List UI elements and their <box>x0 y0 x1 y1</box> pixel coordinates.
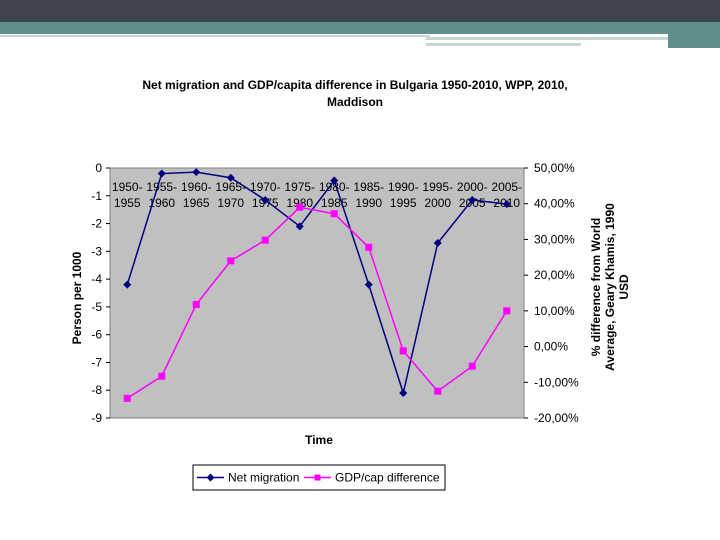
series-line-net-migration <box>126 171 507 396</box>
left-axis-tick-label: -9 <box>91 411 102 425</box>
data-point-gdp-cap-difference <box>434 387 442 395</box>
data-point-gdp-cap-difference <box>158 372 166 380</box>
x-category-label-line-1: 1965- <box>215 180 246 194</box>
right-axis-tick-label: 20,00% <box>534 268 575 282</box>
data-point-net-migration <box>433 239 442 247</box>
data-point-net-migration <box>226 173 235 182</box>
x-category-label-line-1: 1955- <box>146 180 177 194</box>
series-line-gdp-cap-difference <box>126 206 508 399</box>
data-point-net-migration <box>399 389 408 397</box>
data-point-net-migration <box>261 195 270 204</box>
legend-gdp-marker <box>314 474 321 481</box>
plot-background <box>109 167 525 419</box>
data-point-net-migration <box>123 280 132 289</box>
chart-title-line-1: Net migration and GDP/capita difference … <box>142 78 567 92</box>
data-point-gdp-cap-difference <box>399 347 407 355</box>
x-category-label-line-2: 1960 <box>148 196 175 210</box>
y-axis-right-label-line-2: Average, Geary Khamis, 1990 <box>603 203 617 371</box>
left-axis-tick-label: -6 <box>91 328 102 342</box>
data-point-gdp-cap-difference <box>330 210 338 218</box>
x-axis-categories: 1950- 1955 1955- 1960 1960- 1965 1965- 1970 1970… <box>112 180 522 210</box>
data-point-net-migration <box>192 168 201 177</box>
x-category-label-line-1: 2005- <box>491 180 522 194</box>
data-point-net-migration <box>157 169 166 178</box>
right-axis-tick-label: 10,00% <box>534 304 575 318</box>
left-axis-tick-label: -2 <box>91 217 102 231</box>
header-bar-dark <box>0 0 720 22</box>
left-axis-tick-label: -3 <box>91 244 102 258</box>
data-point-gdp-cap-difference <box>123 394 131 402</box>
chart-title-line-2: Maddison <box>327 95 383 109</box>
x-category-label-line-1: 1995- <box>422 180 453 194</box>
plot-area <box>109 167 525 419</box>
x-axis-label: Time <box>305 433 333 447</box>
y-axis-right-label: % difference from World Average, Geary K… <box>589 203 631 371</box>
left-axis-tick-label: -8 <box>91 383 102 397</box>
right-axis-tick-label: 30,00% <box>534 232 575 246</box>
left-axis-tick-label: -4 <box>91 272 102 286</box>
x-category-label-line-2: 2000 <box>424 196 451 210</box>
x-category-label-line-1: 1975- <box>284 180 315 194</box>
left-axis: 0 -1 -2 -3 -4 -5 -6 -7 -8 -9 <box>91 161 110 425</box>
data-point-net-migration <box>502 200 511 209</box>
x-category-label-line-2: 1970 <box>217 196 244 210</box>
data-point-net-migration <box>468 195 477 204</box>
x-category-label-line-2: 1965 <box>183 196 210 210</box>
header-stripe-right-2 <box>426 43 581 46</box>
right-axis-tick-label: -10,00% <box>534 375 579 389</box>
header-stripe-left <box>0 35 430 37</box>
right-axis-tick-label: 0,00% <box>534 340 568 354</box>
x-category-label-line-1: 1970- <box>250 180 281 194</box>
data-point-net-migration <box>364 280 373 289</box>
header-bar-teal <box>0 22 720 34</box>
data-point-gdp-cap-difference <box>503 307 511 315</box>
right-axis-tick-label: 50,00% <box>534 161 575 175</box>
data-point-gdp-cap-difference <box>261 236 269 244</box>
header-stripe-right <box>426 37 668 40</box>
x-category-label-line-1: 1985- <box>353 180 384 194</box>
y-axis-right-label-line-1: % difference from World <box>589 218 603 356</box>
data-point-net-migration <box>330 176 339 185</box>
left-axis-tick-label: 0 <box>95 161 102 175</box>
x-category-label-line-1: 1950- <box>112 180 143 194</box>
x-category-label-line-1: 1960- <box>181 180 212 194</box>
left-axis-tick-label: -1 <box>91 189 102 203</box>
y-axis-right-label-line-3: USD <box>617 274 631 300</box>
legend: Net migration GDP/cap difference <box>192 464 446 491</box>
x-category-label-line-2: 1990 <box>355 196 382 210</box>
right-axis: 50,00% 40,00% 30,00% 20,00% 10,00% 0,00% -10,0… <box>524 161 579 425</box>
right-axis-tick-label: 40,00% <box>534 197 575 211</box>
x-category-label-line-1: 2000- <box>457 180 488 194</box>
series <box>123 168 511 402</box>
data-point-gdp-cap-difference <box>365 243 373 251</box>
legend-gdp-label: GDP/cap difference <box>335 471 440 485</box>
data-point-net-migration <box>295 222 304 231</box>
data-point-gdp-cap-difference <box>227 257 235 265</box>
right-axis-tick-label: -20,00% <box>534 411 579 425</box>
data-point-gdp-cap-difference <box>468 362 476 370</box>
x-category-label-line-2: 1995 <box>390 196 417 210</box>
legend-net-migration-marker <box>206 473 215 482</box>
x-category-label-line-2: 1955 <box>114 196 141 210</box>
left-axis-tick-label: -7 <box>91 355 102 369</box>
data-point-gdp-cap-difference <box>296 203 304 211</box>
x-category-label-line-1: 1990- <box>388 180 419 194</box>
left-axis-tick-label: -5 <box>91 300 102 314</box>
x-category-label-line-2: 1980 <box>286 196 313 210</box>
header-block-right <box>668 34 720 48</box>
data-point-gdp-cap-difference <box>192 300 200 308</box>
y-axis-left-label: Person per 1000 <box>70 251 84 344</box>
legend-net-migration-label: Net migration <box>228 471 299 485</box>
